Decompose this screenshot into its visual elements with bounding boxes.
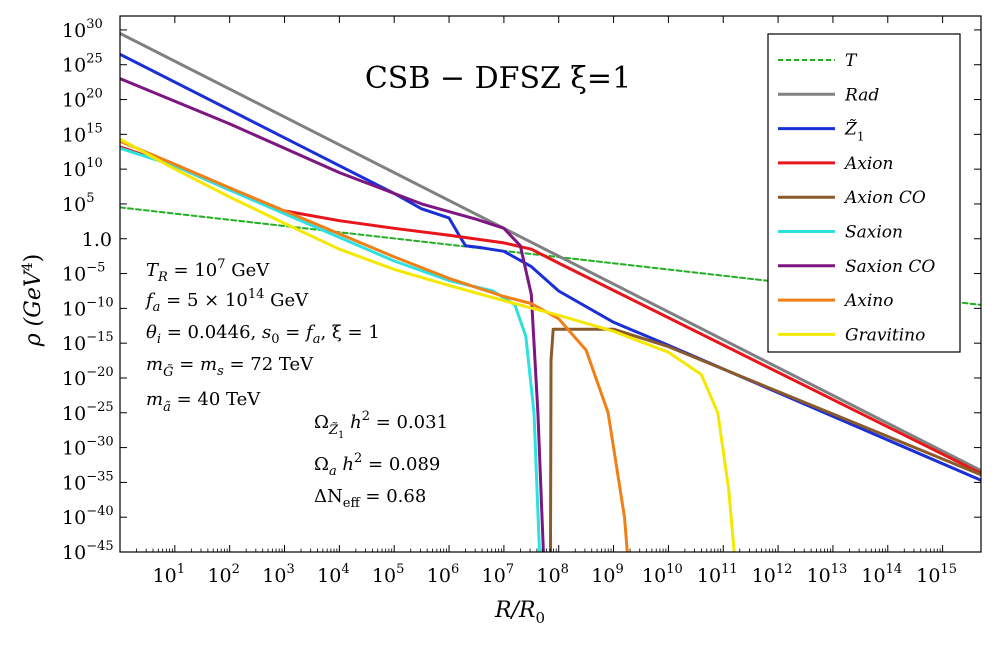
annot-neff: ΔNeff = 0.68 — [314, 486, 426, 511]
x-tick-label: 1013 — [807, 562, 848, 587]
legend-label: Saxion CO — [845, 257, 935, 277]
y-tick-label: 10−25 — [62, 400, 114, 425]
annot-omega-z: ΩZ̃1 h2 = 0.031 — [314, 409, 448, 441]
legend: T Rad Z̃1 Axion Axion CO Saxion Saxion CO Axino… — [767, 33, 961, 353]
y-tick-label: 10−40 — [62, 504, 114, 529]
x-tick-label: 108 — [536, 562, 568, 587]
legend-label: Z̃1 — [844, 120, 864, 144]
x-tick-label: 101 — [153, 562, 185, 587]
y-tick-label: 1015 — [62, 121, 103, 146]
x-tick-label: 107 — [482, 562, 514, 587]
y-tick-label: 1030 — [62, 17, 103, 42]
legend-label: Gravitino — [845, 325, 925, 345]
series-line-axino — [120, 139, 629, 552]
series-line-gravitino — [120, 137, 736, 552]
y-tick-label: 10−10 — [62, 295, 114, 320]
x-tick-label: 1012 — [752, 562, 793, 587]
y-tick-label: 10−20 — [62, 365, 114, 390]
series-line-saxion-co — [120, 77, 545, 552]
x-tick-label: 102 — [207, 562, 239, 587]
annot-fa: fa = 5 × 1014 GeV — [144, 287, 309, 315]
y-axis: 1030 1025 1020 1015 1010 105 1.0 10−5 10−10 10−15… — [62, 17, 981, 564]
annot-mg: mG̃ = ms = 72 TeV — [146, 354, 314, 380]
x-tick-label: 1011 — [697, 562, 738, 587]
series-line-saxion — [120, 146, 541, 552]
legend-label: Axion CO — [843, 188, 926, 208]
x-tick-label: 106 — [427, 562, 459, 587]
annot-tr: TR = 107 GeV — [146, 257, 270, 285]
y-tick-label: 10−5 — [62, 261, 105, 286]
x-tick-label: 104 — [317, 562, 349, 587]
y-tick-label: 105 — [62, 191, 94, 216]
y-tick-label: 10−15 — [62, 330, 114, 355]
y-axis-title: ρ (GeV4) — [20, 254, 46, 348]
x-axis: 101 102 103 104 105 106 107 108 109 1010 1011 1012 1… — [136, 16, 957, 587]
y-axis-title-main: ρ (GeV — [21, 269, 46, 347]
y-tick-label: 10−45 — [62, 539, 114, 564]
x-tick-label: 1010 — [642, 562, 683, 587]
x-tick-label: 1014 — [861, 562, 902, 587]
y-tick-label: 1.0 — [82, 229, 112, 251]
legend-label: Rad — [844, 85, 879, 105]
y-axis-title-close: ) — [21, 254, 46, 263]
annot-omega-a: Ωa h2 = 0.089 — [314, 451, 440, 479]
x-tick-label: 1015 — [916, 562, 957, 587]
chart-title: CSB − DFSZ ξ=1 — [365, 61, 631, 96]
x-tick-label: 103 — [262, 562, 294, 587]
x-tick-label: 109 — [591, 562, 623, 587]
x-axis-title-sub: 0 — [536, 609, 546, 627]
y-tick-label: 1025 — [62, 52, 103, 77]
legend-label: Axion — [843, 154, 894, 174]
annot-theta: θi = 0.0446, s0 = fa, ξ = 1 — [146, 322, 380, 347]
legend-label: Saxion — [845, 223, 903, 243]
y-tick-label: 10−35 — [62, 469, 114, 494]
legend-label: T — [845, 51, 858, 71]
y-axis-title-sup: 4 — [20, 262, 36, 271]
y-tick-label: 1020 — [62, 87, 103, 112]
y-tick-label: 1010 — [62, 156, 103, 181]
legend-label: Axino — [843, 291, 894, 311]
x-axis-title-main: R/R — [494, 598, 536, 623]
annotations: TR = 107 GeV fa = 5 × 1014 GeV θi = 0.04… — [144, 257, 448, 511]
annot-ma: mã = 40 TeV — [146, 389, 261, 415]
series-line-rad — [120, 31, 981, 473]
x-tick-label: 105 — [372, 562, 404, 587]
x-axis-title: R/R0 — [494, 598, 545, 627]
series-layer — [120, 31, 981, 552]
y-tick-label: 10−30 — [62, 435, 114, 460]
